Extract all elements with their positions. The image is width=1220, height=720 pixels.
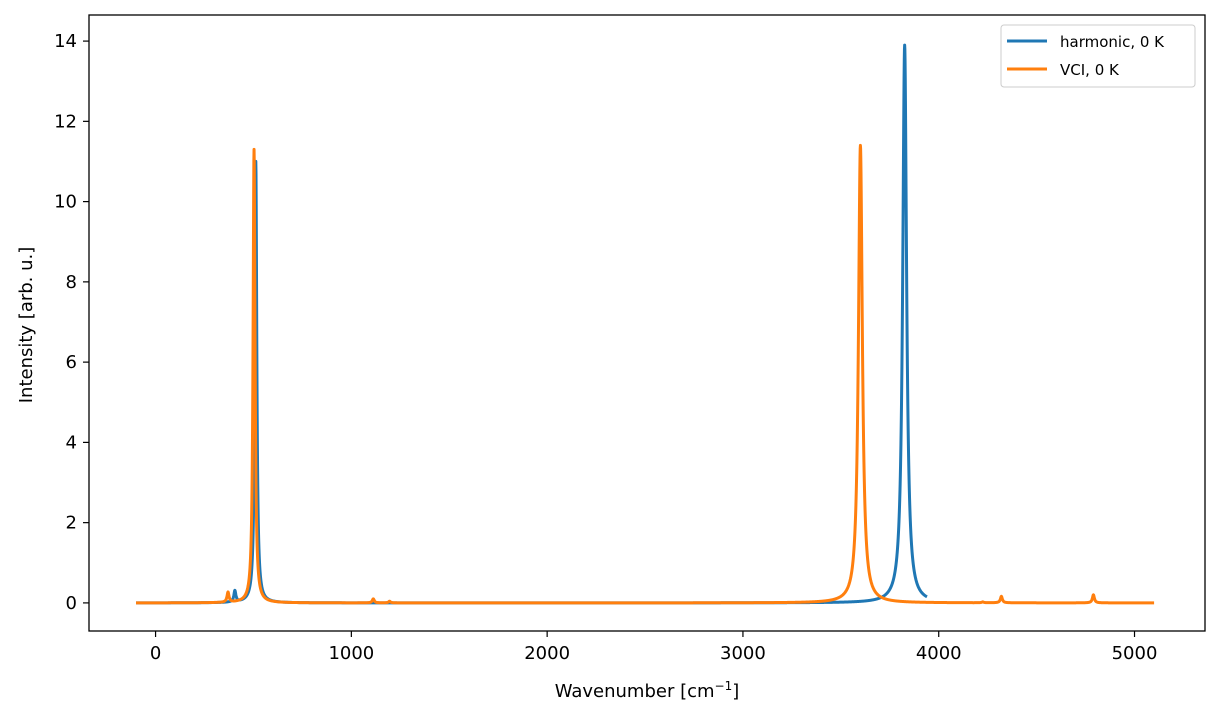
- x-axis-label-end: ]: [732, 681, 739, 702]
- x-tick-label: 2000: [524, 643, 570, 664]
- x-axis-ticks: 0 1000 2000 3000 4000 5000: [150, 631, 1158, 664]
- x-axis-label: Wavenumber [cm−1]: [555, 679, 740, 702]
- plot-frame: [88, 14, 1206, 632]
- y-tick-label: 8: [66, 272, 77, 293]
- x-tick-label: 4000: [916, 643, 962, 664]
- series-line-vci: [134, 143, 1156, 605]
- y-tick-label: 12: [54, 111, 77, 132]
- x-tick-label: 0: [150, 643, 161, 664]
- y-tick-label: 2: [66, 513, 77, 534]
- y-tick-label: 14: [54, 31, 77, 52]
- y-tick-label: 10: [54, 192, 77, 213]
- legend-label-harmonic: harmonic, 0 K: [1060, 33, 1165, 51]
- legend: harmonic, 0 K VCI, 0 K: [1000, 24, 1196, 88]
- y-axis-label: Intensity [arb. u.]: [16, 247, 37, 404]
- y-tick-label: 4: [66, 432, 77, 453]
- y-tick-label: 0: [66, 593, 77, 614]
- x-axis-label-superscript: −1: [715, 679, 733, 693]
- x-tick-label: 3000: [720, 643, 766, 664]
- y-axis-ticks: 0 2 4 6 8 10 12 14: [54, 31, 89, 614]
- legend-box: [1000, 24, 1196, 88]
- x-tick-label: 1000: [328, 643, 374, 664]
- y-tick-label: 6: [66, 352, 77, 373]
- series-layer: [134, 43, 1156, 605]
- x-tick-label: 5000: [1112, 643, 1158, 664]
- x-axis-label-text: Wavenumber [cm: [555, 681, 715, 702]
- legend-label-vci: VCI, 0 K: [1060, 61, 1120, 79]
